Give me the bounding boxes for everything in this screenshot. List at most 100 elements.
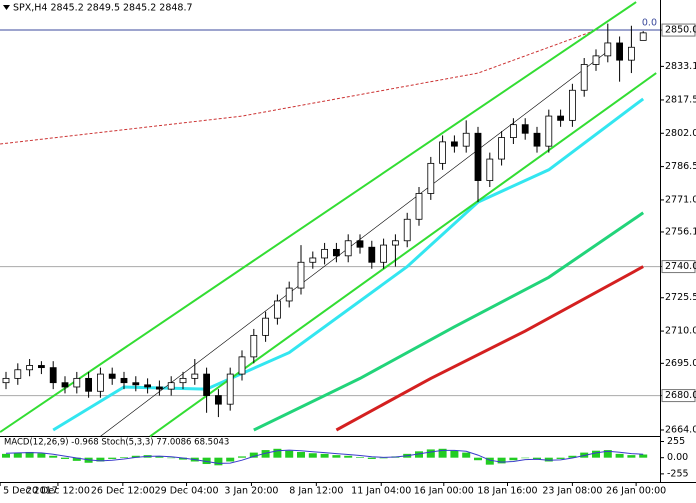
macd-bar bbox=[367, 457, 376, 459]
chart-title: SPX,H4 2845.2 2849.5 2845.2 2848.7 bbox=[13, 3, 193, 14]
macd-bar bbox=[72, 457, 81, 461]
candle-body bbox=[569, 89, 576, 121]
candle-body bbox=[2, 377, 10, 384]
macd-bar bbox=[179, 457, 187, 460]
y-tick-label: 2756.1 bbox=[665, 226, 696, 237]
y-tick-label: 2664.0 bbox=[665, 424, 696, 435]
candle-body bbox=[321, 248, 329, 259]
y-tick-label: 2710.0 bbox=[665, 326, 696, 337]
macd-bar bbox=[639, 454, 648, 458]
macd-bar bbox=[415, 451, 423, 458]
candle-body bbox=[214, 395, 222, 405]
candle-body bbox=[144, 384, 152, 388]
macd-bar bbox=[273, 448, 282, 458]
candle-body bbox=[592, 55, 600, 65]
macd-bar bbox=[13, 452, 22, 458]
candle-body bbox=[332, 248, 340, 257]
macd-bar bbox=[356, 457, 364, 458]
macd-bar bbox=[627, 455, 636, 458]
channel-line bbox=[0, 1, 637, 433]
macd-bar bbox=[108, 457, 117, 459]
candle-body bbox=[155, 386, 163, 390]
y-tick-label: 2725.5 bbox=[665, 292, 696, 303]
y-tick-box bbox=[661, 260, 696, 274]
macd-bar bbox=[297, 451, 305, 458]
y-tick-label: 2771.0 bbox=[665, 194, 696, 205]
macd-bar bbox=[332, 455, 341, 458]
candle-body bbox=[309, 257, 317, 263]
candle-body bbox=[533, 132, 541, 147]
candle-body bbox=[120, 377, 128, 384]
macd-bar bbox=[615, 453, 624, 458]
macd-bar bbox=[155, 456, 164, 458]
macd-bar bbox=[49, 455, 58, 458]
macd-bar bbox=[2, 453, 10, 458]
candle-body bbox=[521, 124, 529, 134]
channel-line bbox=[100, 49, 611, 437]
candle-body bbox=[462, 132, 470, 147]
candle-body bbox=[26, 365, 34, 371]
y-tick-box bbox=[661, 23, 696, 37]
macd-bar bbox=[556, 457, 565, 459]
y-tick-label: 2786.5 bbox=[665, 161, 696, 172]
osc-tick-label: 0.00 bbox=[667, 452, 688, 463]
candle-body bbox=[97, 373, 104, 392]
candle-body bbox=[509, 124, 517, 138]
candle-body bbox=[604, 42, 612, 57]
macd-bar bbox=[509, 457, 518, 461]
candle-body bbox=[203, 373, 211, 396]
candle-body bbox=[344, 240, 352, 257]
x-tick-label: 8 Jan 12:00 bbox=[289, 486, 343, 497]
x-tick-label: 26 Jan 00:00 bbox=[606, 486, 666, 497]
macd-bar bbox=[131, 455, 140, 458]
macd-bar bbox=[462, 452, 471, 458]
x-tick-label: 5 Dec 2017 bbox=[3, 486, 58, 497]
y-tick-label: 2850.0 bbox=[665, 25, 696, 36]
macd-bar bbox=[96, 457, 105, 462]
macd-bar bbox=[544, 457, 553, 462]
macd-bar bbox=[450, 450, 459, 458]
macd-bar bbox=[308, 453, 317, 458]
candle-body bbox=[250, 334, 258, 358]
macd-bar bbox=[226, 457, 235, 462]
candle-body bbox=[557, 115, 564, 121]
osc-tick-label: 255 bbox=[667, 436, 685, 447]
candle-body bbox=[403, 218, 411, 242]
macd-bar bbox=[285, 450, 294, 458]
candle-body bbox=[415, 193, 423, 220]
macd-bar bbox=[485, 457, 494, 465]
candle-body bbox=[368, 246, 376, 263]
candle-body bbox=[427, 162, 435, 194]
macd-bar bbox=[61, 457, 69, 459]
x-tick-label: 23 Jan 08:00 bbox=[542, 486, 602, 497]
candle-body bbox=[486, 158, 494, 181]
macd-bar bbox=[320, 453, 329, 458]
moving-average bbox=[253, 211, 645, 432]
candle-body bbox=[498, 137, 506, 160]
macd-bar bbox=[426, 449, 435, 458]
macd-bar bbox=[238, 456, 246, 458]
candle-body bbox=[450, 141, 458, 147]
candle-body bbox=[73, 377, 81, 388]
macd-bar bbox=[438, 448, 447, 458]
candle-body bbox=[545, 115, 553, 147]
macd-bar bbox=[568, 455, 577, 458]
moving-average bbox=[335, 265, 644, 432]
candle-body bbox=[49, 367, 57, 384]
macd-bar bbox=[497, 457, 506, 464]
candle-body bbox=[238, 356, 246, 375]
macd-bar bbox=[202, 457, 211, 465]
x-tick-label: 11 Jan 04:00 bbox=[351, 486, 411, 497]
macd-bar bbox=[603, 450, 612, 458]
candle-body bbox=[132, 382, 140, 386]
candle-body bbox=[285, 287, 293, 302]
candle-body bbox=[580, 64, 588, 91]
macd-bar bbox=[592, 450, 600, 458]
candle-body bbox=[391, 240, 399, 246]
y-tick-label: 2740.0 bbox=[665, 261, 696, 272]
macd-bar bbox=[261, 450, 270, 458]
candle-body bbox=[474, 132, 482, 181]
macd-bar bbox=[474, 457, 482, 461]
macd-bar bbox=[344, 455, 353, 458]
